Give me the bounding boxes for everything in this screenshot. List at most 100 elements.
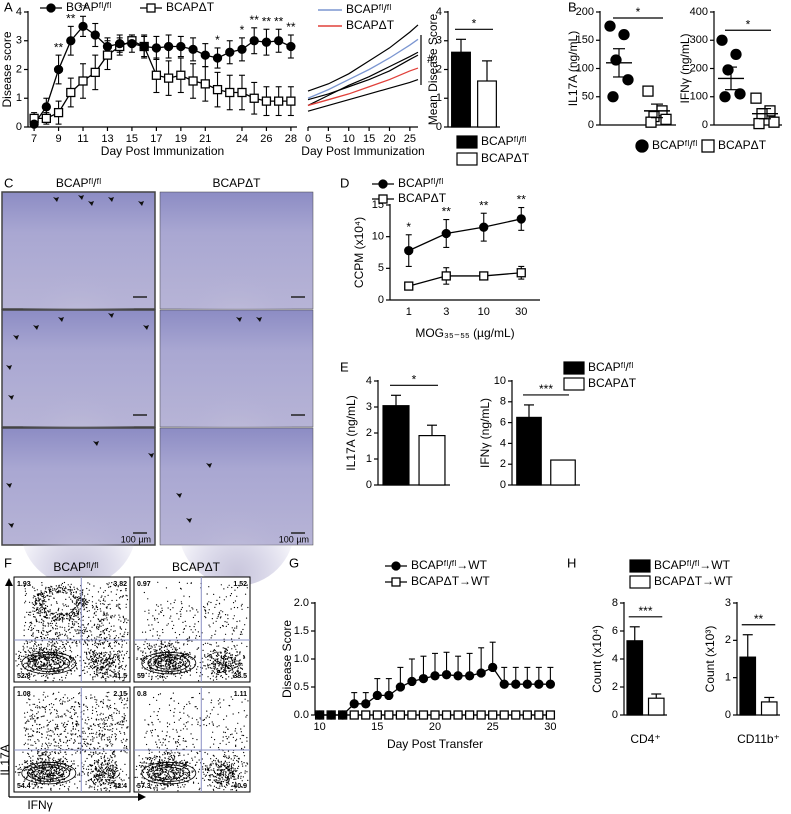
- x-tick-label: 7: [31, 133, 37, 145]
- arrowhead: [143, 325, 149, 330]
- y-tick-label: 100: [576, 62, 594, 74]
- y-tick-label: 200: [690, 62, 708, 74]
- y-tick-label: 4: [366, 375, 372, 387]
- data-point: [225, 87, 235, 98]
- gray-matter: [178, 468, 295, 586]
- legend-swatch: [456, 152, 478, 166]
- panel-label: F: [4, 555, 12, 570]
- arrowhead: [33, 325, 39, 330]
- bar: [382, 405, 410, 486]
- arrowhead: [88, 201, 94, 206]
- data-point: [622, 74, 634, 86]
- quadrant-value: 0.8: [137, 691, 147, 698]
- data-point: [176, 41, 186, 52]
- quadrant-value: 57.3: [137, 783, 151, 790]
- significance-label: **: [479, 198, 489, 212]
- y-tick-label: 3: [436, 35, 442, 47]
- bar: [516, 416, 542, 486]
- data-point: [464, 710, 475, 720]
- legend-label: BCAPᶠˡ/ᶠˡ→WT: [654, 558, 731, 572]
- quadrant-value: 2.15: [113, 691, 127, 698]
- data-point: [372, 710, 382, 720]
- data-point: [479, 271, 489, 281]
- legend-label: BCAPΔT: [398, 191, 447, 205]
- x-tick-label: 15: [371, 721, 383, 733]
- bar: [739, 656, 757, 716]
- bar: [451, 51, 471, 128]
- data-point: [522, 679, 532, 689]
- gray-matter: [20, 468, 137, 586]
- legend-marker: [46, 3, 56, 13]
- data-point: [753, 117, 765, 130]
- arrowhead: [186, 518, 192, 523]
- y-axis-label: IL17A (ng/mL): [566, 31, 580, 106]
- legend-swatch: [563, 377, 585, 391]
- data-point: [441, 710, 452, 720]
- data-point: [188, 44, 198, 55]
- series-line: [33, 25, 292, 125]
- data-point: [372, 690, 382, 701]
- contour: [27, 654, 71, 672]
- x-tick-label: 10: [313, 721, 325, 733]
- legend-label: BCAPᶠˡ/ᶠˡ: [66, 0, 111, 14]
- flow-plot: [13, 576, 131, 683]
- y-tick-label: 0.5: [294, 681, 309, 693]
- x-tick-label: 19: [175, 133, 187, 145]
- data-point: [274, 96, 284, 106]
- data-point: [404, 245, 414, 256]
- x-tick-label: 30: [515, 306, 527, 318]
- data-point: [249, 93, 259, 103]
- data-point: [90, 30, 100, 40]
- data-point: [361, 699, 371, 709]
- significance-label: *: [746, 17, 751, 31]
- data-point: [314, 710, 325, 720]
- data-point: [237, 87, 247, 98]
- data-point: [534, 710, 544, 720]
- data-point: [188, 76, 198, 86]
- data-point: [53, 107, 64, 118]
- data-point: [418, 673, 429, 684]
- y-tick-label: 3: [16, 35, 22, 47]
- y-tick-label: 2: [725, 634, 731, 646]
- x-axis-label: CD11b⁺: [737, 732, 780, 746]
- series-line: [34, 40, 291, 120]
- bar: [760, 701, 778, 716]
- regression-line: [307, 38, 419, 99]
- panel-label: A: [4, 0, 13, 14]
- y-tick-label: 4: [16, 6, 22, 18]
- x-tick-label: 24: [236, 133, 248, 145]
- data-point: [200, 79, 210, 89]
- contour: [147, 654, 191, 672]
- data-point: [261, 96, 272, 106]
- data-point: [404, 281, 414, 291]
- data-point: [66, 87, 76, 98]
- scale-bar-label: 100 µm: [121, 534, 151, 544]
- data-point: [545, 679, 556, 689]
- y-tick-label: 0: [702, 119, 708, 131]
- data-point: [476, 710, 486, 720]
- y-tick-label: 2: [366, 427, 372, 439]
- arrowhead: [8, 395, 14, 400]
- x-tick-label: 28: [285, 133, 297, 145]
- data-point: [488, 662, 498, 673]
- legend-marker: [146, 3, 156, 13]
- y-tick-label: 0: [366, 479, 372, 491]
- x-tick-label: 20: [429, 721, 441, 733]
- contour: [21, 761, 77, 785]
- legend-label: BCAPΔT: [346, 18, 395, 32]
- y-tick-label: 1: [366, 453, 372, 465]
- arrowhead: [8, 523, 14, 528]
- x-tick-label: 26: [260, 133, 272, 145]
- data-point: [768, 116, 780, 128]
- data-point: [349, 699, 359, 709]
- data-point: [407, 676, 417, 687]
- data-point: [618, 28, 630, 41]
- x-axis-label: Day Post Immunization: [101, 144, 224, 158]
- quadrant-value: 59: [137, 673, 145, 680]
- significance-label: ***: [638, 604, 652, 618]
- arrowhead: [5, 578, 13, 586]
- y-axis-label: Disease score: [0, 31, 14, 107]
- data-point: [151, 43, 162, 53]
- contour: [153, 656, 185, 670]
- flow-events: [15, 581, 130, 682]
